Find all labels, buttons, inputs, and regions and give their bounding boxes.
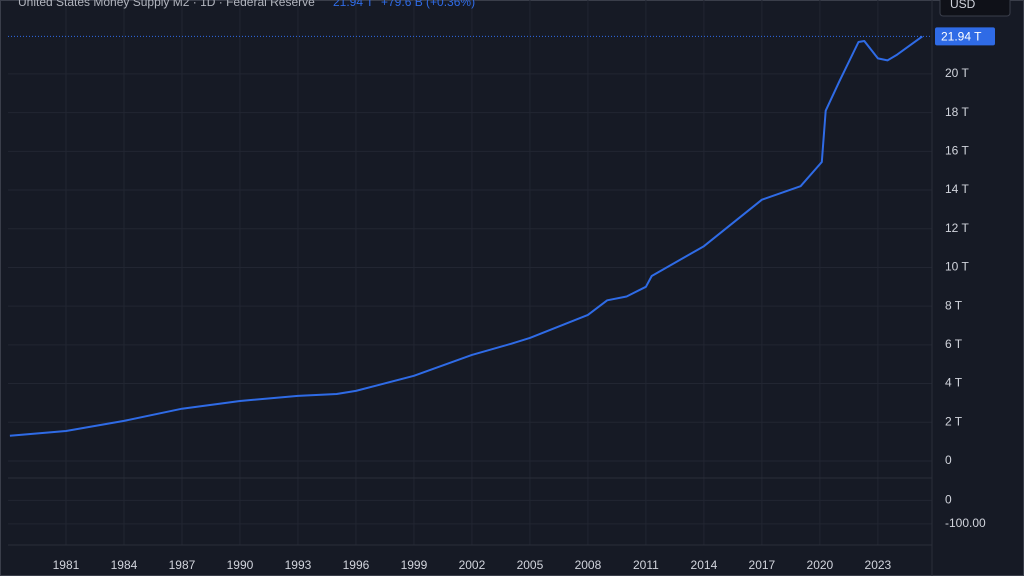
y-tick-label: 10 T <box>945 260 969 274</box>
y-tick-label: 16 T <box>945 144 969 158</box>
lower-y-tick-label: -100.00 <box>945 516 986 530</box>
x-tick-label: 1993 <box>285 558 312 572</box>
x-tick-label: 1990 <box>227 558 254 572</box>
y-tick-label: 20 T <box>945 66 969 80</box>
x-tick-label: 2020 <box>807 558 834 572</box>
series-line <box>9 35 923 437</box>
y-tick-label: 8 T <box>945 298 963 312</box>
price-label-box <box>935 27 995 46</box>
price-label: 21.94 T <box>941 30 982 44</box>
x-tick-label: 1981 <box>53 558 80 572</box>
y-tick-label: 6 T <box>945 337 963 351</box>
x-tick-label: 2017 <box>749 558 776 572</box>
chart-title: United States Money Supply M2 · 1D · Fed… <box>18 0 315 9</box>
last-price: 21.94 T <box>333 0 374 9</box>
x-tick-label: 1984 <box>111 558 138 572</box>
currency-button[interactable] <box>939 0 1011 17</box>
y-tick-label: 12 T <box>945 221 969 235</box>
x-tick-label: 2014 <box>691 558 718 572</box>
price-change: +79.6 B (+0.36%) <box>381 0 475 9</box>
x-tick-label: 1999 <box>401 558 428 572</box>
x-tick-label: 2011 <box>633 558 659 572</box>
x-tick-label: 1996 <box>343 558 370 572</box>
y-tick-label: 18 T <box>945 105 969 119</box>
x-tick-label: 2002 <box>459 558 486 572</box>
x-tick-label: 1987 <box>169 558 196 572</box>
x-tick-label: 2005 <box>517 558 544 572</box>
x-tick-label: 2008 <box>575 558 602 572</box>
y-tick-label: 0 <box>945 453 952 467</box>
y-tick-label: 14 T <box>945 182 969 196</box>
x-tick-label: 2023 <box>865 558 892 572</box>
grid <box>8 0 932 545</box>
lower-y-tick-label: 0 <box>945 493 952 507</box>
y-tick-label: 2 T <box>945 414 963 428</box>
y-tick-label: 4 T <box>945 376 963 390</box>
currency-label[interactable]: USD <box>950 0 976 11</box>
